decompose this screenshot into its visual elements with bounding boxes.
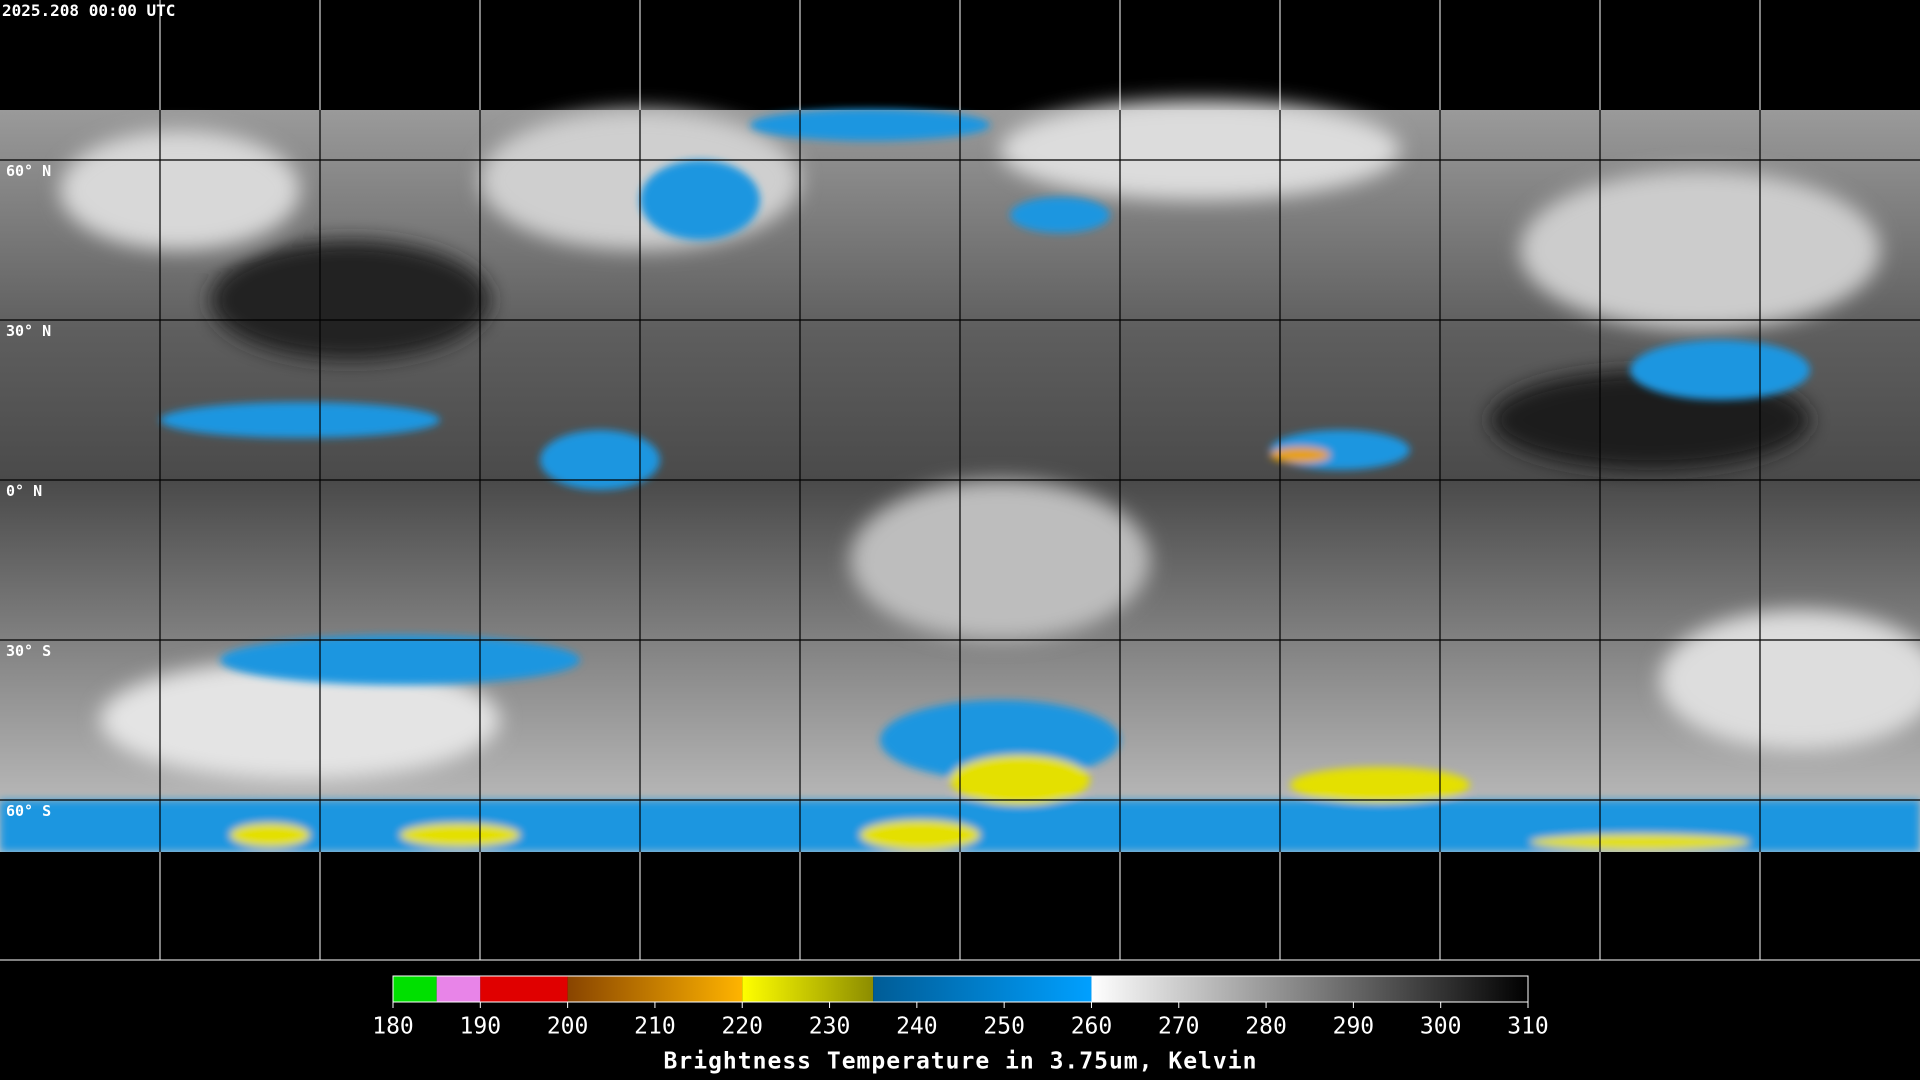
colorbar-tick-label: 180 <box>372 1014 414 1040</box>
cloud-texture <box>60 100 1920 780</box>
colorbar-title: Brightness Temperature in 3.75um, Kelvin <box>664 1049 1258 1075</box>
colorbar-segment <box>436 976 481 1002</box>
colorbar-segment <box>873 976 1092 1002</box>
colorbar-tick-label: 250 <box>983 1014 1025 1040</box>
colorbar-segment <box>393 976 437 1002</box>
colorbar-tick-label: 190 <box>460 1014 502 1040</box>
latitude-label: 60° S <box>6 802 51 820</box>
colorbar-segment <box>567 976 743 1002</box>
latitude-label: 30° S <box>6 642 51 660</box>
colorbar-tick-label: 200 <box>547 1014 589 1040</box>
colorbar-tick-label: 270 <box>1158 1014 1200 1040</box>
colorbar-tick-label: 260 <box>1071 1014 1113 1040</box>
colorbar-segment <box>742 976 874 1002</box>
colorbar-tick-label: 210 <box>634 1014 676 1040</box>
colorbar-frame <box>392 975 1529 1003</box>
colorbar-tick-label: 220 <box>721 1014 763 1040</box>
timestamp: 2025.208 00:00 UTC <box>2 1 175 20</box>
colorbar-tick-label: 230 <box>809 1014 851 1040</box>
colorbar-tick-label: 290 <box>1333 1014 1375 1040</box>
colorbar-tick-label: 300 <box>1420 1014 1462 1040</box>
latitude-label: 0° N <box>6 482 42 500</box>
graticule: 60° N 30° N 0° N 30° S 60° S <box>0 0 1920 961</box>
colorbar-tick-label: 280 <box>1245 1014 1287 1040</box>
latitude-label: 30° N <box>6 322 51 340</box>
colorbar-segment <box>1091 976 1528 1002</box>
colorbar-segment <box>480 976 568 1002</box>
latitude-label: 60° N <box>6 162 51 180</box>
colorbar: 180 190 200 210 220 230 240 250 260 270 280 290 300 3… <box>372 975 1549 1075</box>
colorbar-tick-label: 310 <box>1507 1014 1549 1040</box>
colorbar-tick-label: 240 <box>896 1014 938 1040</box>
